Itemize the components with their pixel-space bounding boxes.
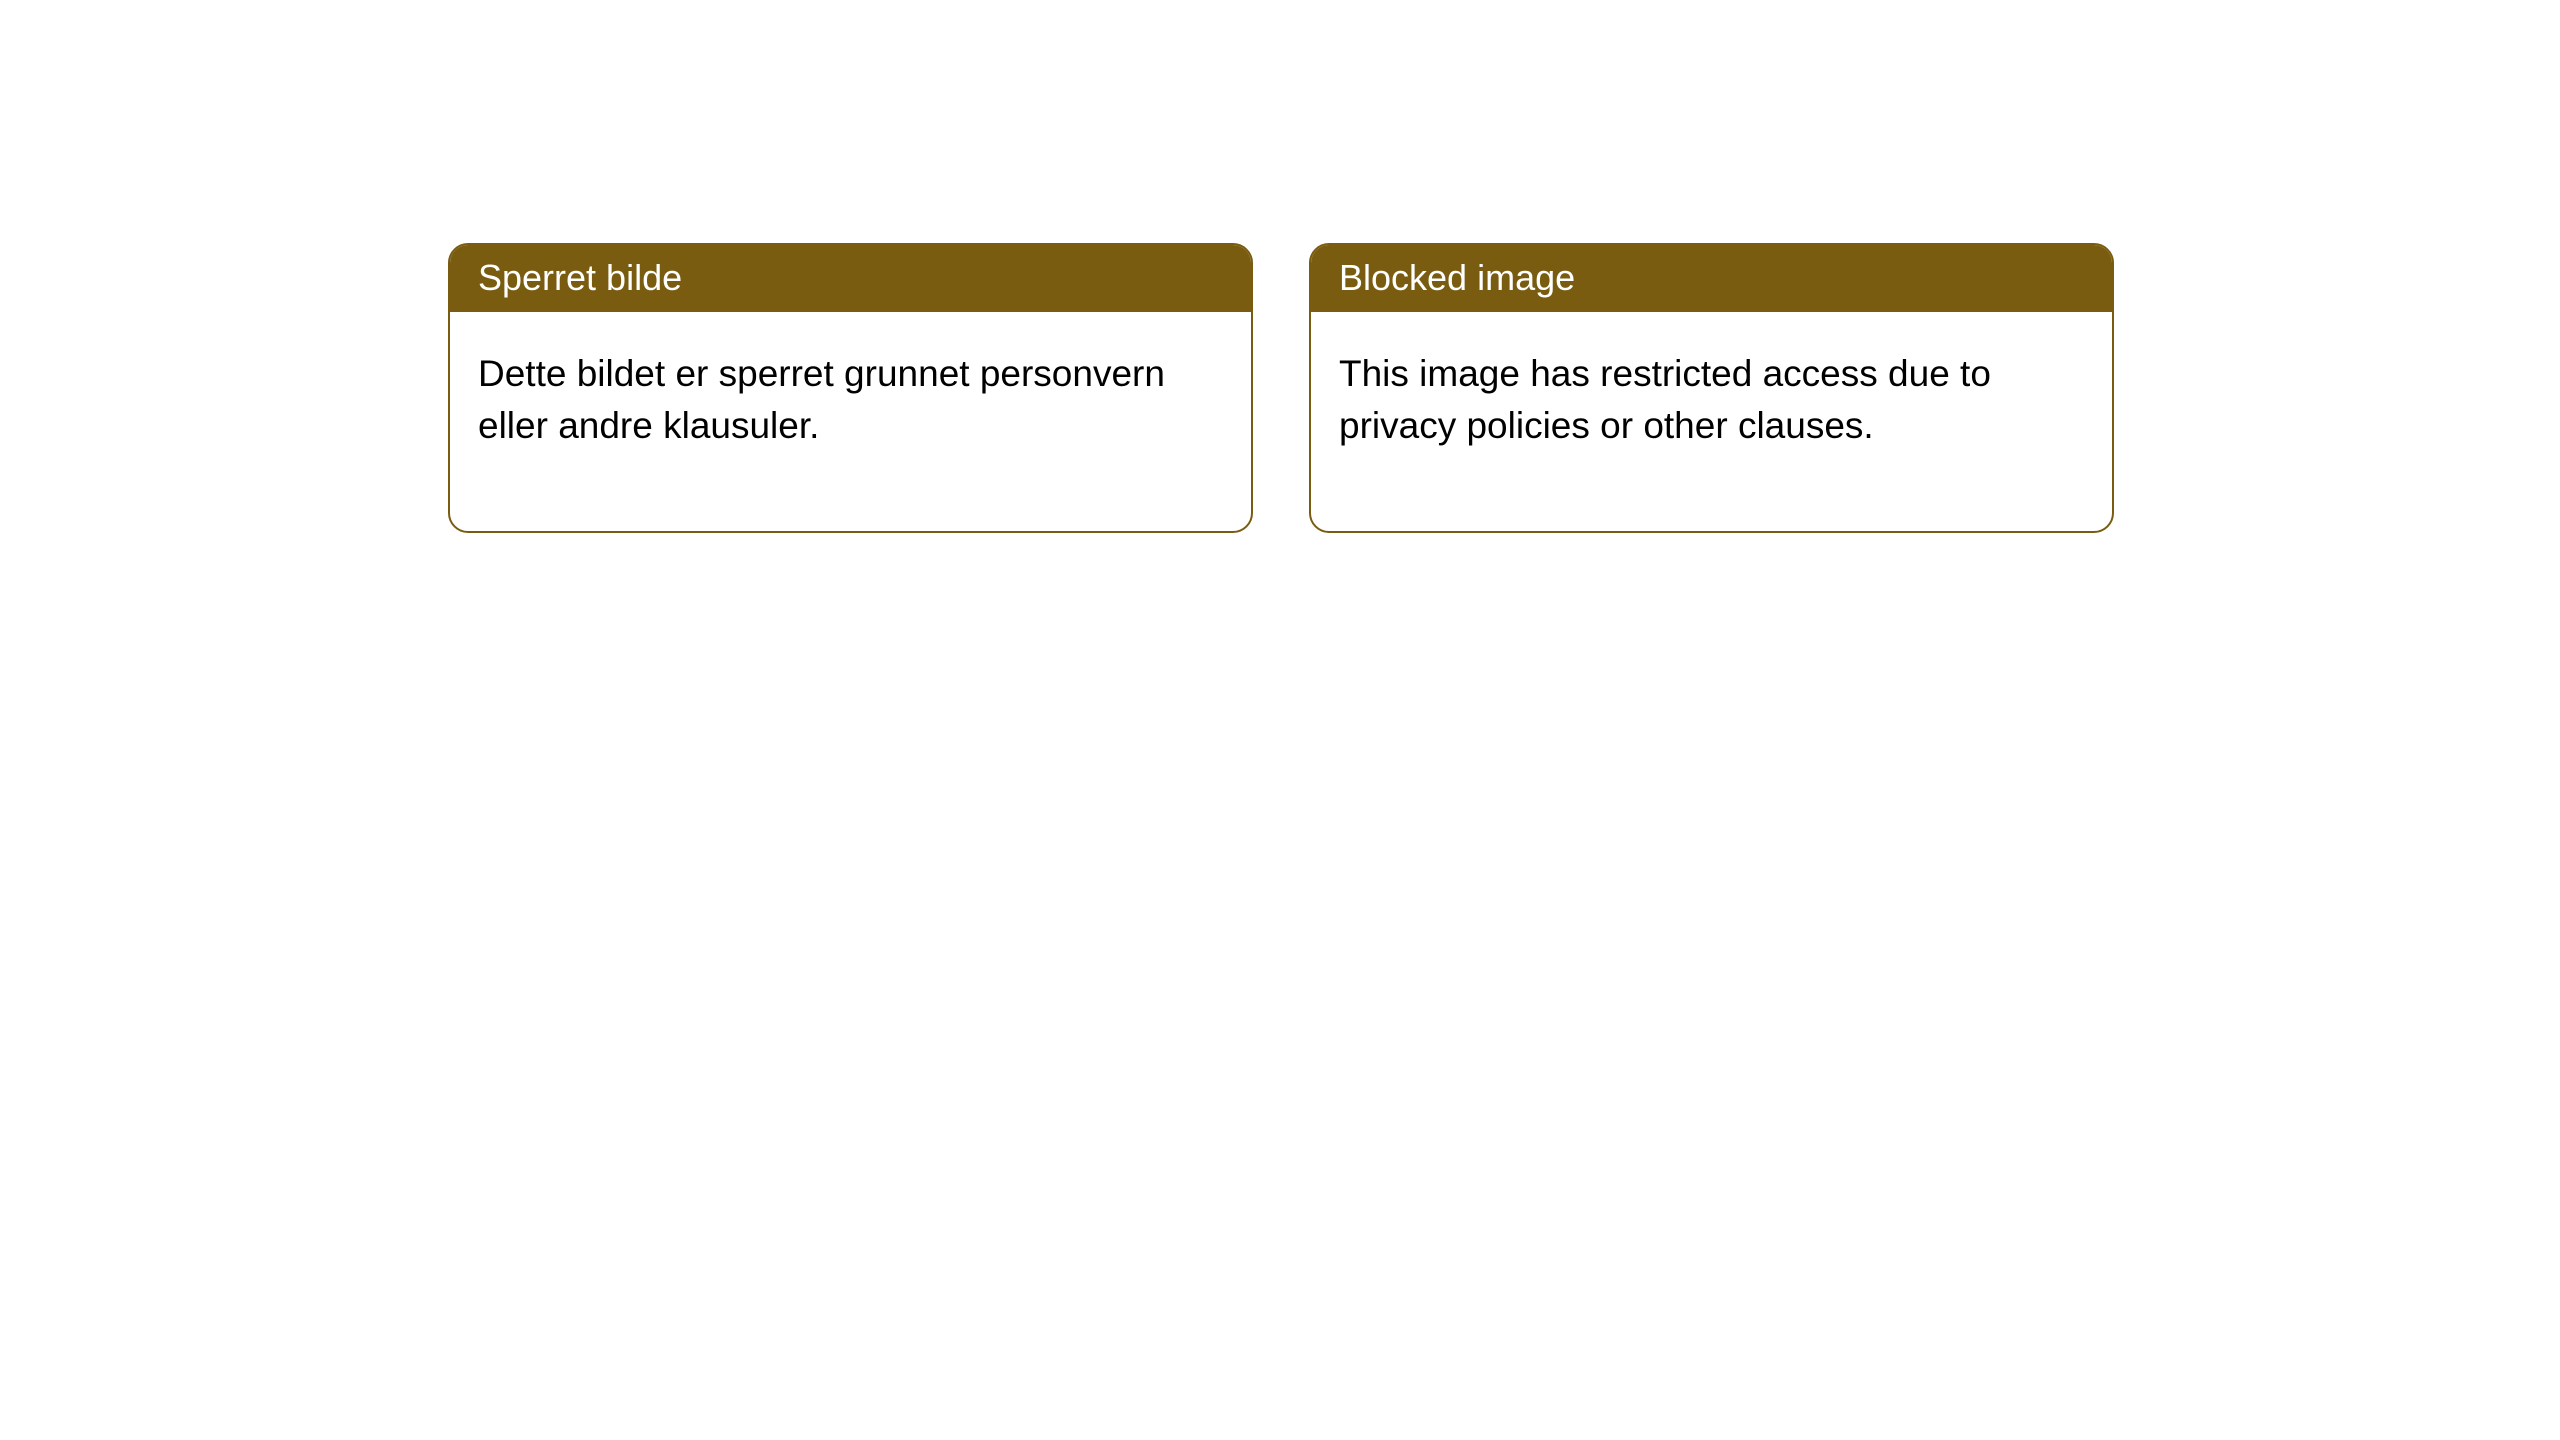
notice-container: Sperret bilde Dette bildet er sperret gr… [0,0,2560,533]
notice-card-norwegian: Sperret bilde Dette bildet er sperret gr… [448,243,1253,533]
notice-body: Dette bildet er sperret grunnet personve… [450,312,1251,532]
notice-card-english: Blocked image This image has restricted … [1309,243,2114,533]
notice-body: This image has restricted access due to … [1311,312,2112,532]
notice-title: Blocked image [1311,245,2112,312]
notice-title: Sperret bilde [450,245,1251,312]
